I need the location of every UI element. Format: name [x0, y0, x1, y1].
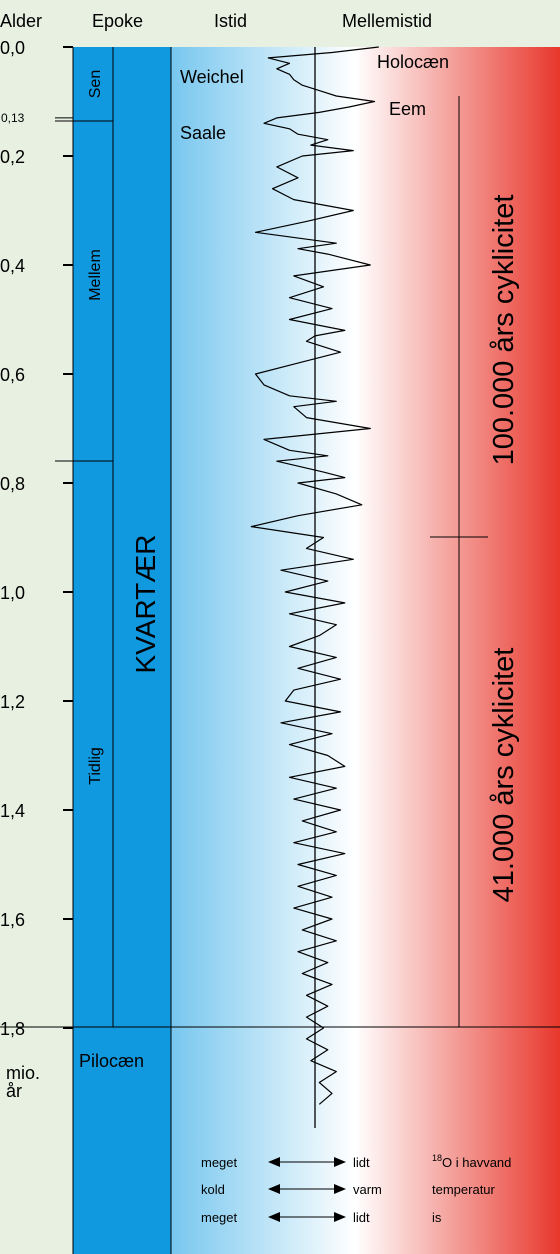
header-epoch: Epoke: [92, 11, 143, 31]
age-tick-label: 1,0: [0, 583, 25, 603]
age-tick-label: 0,13: [1, 111, 25, 125]
legend-desc-2: temperatur: [432, 1182, 496, 1197]
left-arrowhead-icon: [268, 1184, 280, 1194]
age-tick-label: 0,6: [0, 365, 25, 385]
age-tick-label: 0,2: [0, 147, 25, 167]
stage-weichel: Weichel: [180, 67, 244, 87]
stage-saale: Saale: [180, 123, 226, 143]
right-arrowhead-icon: [334, 1212, 346, 1222]
header-glacial: Istid: [214, 11, 247, 31]
stage-eem: Eem: [389, 99, 426, 119]
age-tick-label: 1,8: [0, 1019, 25, 1039]
legend-left-1: meget: [201, 1155, 238, 1170]
legend-desc-3: is: [432, 1210, 442, 1225]
age-tick-label: 0,4: [0, 256, 25, 276]
subepoch-sen: Sen: [87, 70, 104, 98]
right-arrowhead-icon: [334, 1184, 346, 1194]
age-tick-label: 0,8: [0, 474, 25, 494]
age-unit-line1: mio.: [6, 1063, 40, 1083]
left-arrowhead-icon: [268, 1157, 280, 1167]
age-ticks: 0,0 0,13 0,2 0,4 0,6 0,8 1,0 1,2 1,4 1,6 1,8: [0, 38, 73, 1039]
legend-right-2: varm: [353, 1182, 382, 1197]
legend-arrow-3: [268, 1212, 346, 1222]
legend-right-1: lidt: [353, 1155, 370, 1170]
isotope-curve: [250, 46, 379, 1105]
age-tick-label: 1,6: [0, 910, 25, 930]
header-interglacial: Mellemistid: [342, 11, 432, 31]
age-tick-label: 1,4: [0, 801, 25, 821]
period-kvartaer: KVARTÆR: [130, 535, 161, 674]
age-tick-label: 1,2: [0, 692, 25, 712]
subepoch-tidlig: Tidlig: [87, 747, 104, 785]
legend-left-3: meget: [201, 1210, 238, 1225]
legend-left-2: kold: [201, 1182, 225, 1197]
legend-arrow-1: [268, 1157, 346, 1167]
pliocene-label: Pilocæn: [79, 1051, 144, 1071]
cycle-label-41k: 41.000 års cyklicitet: [488, 648, 520, 903]
legend-desc-1: 18O i havvand: [432, 1153, 511, 1170]
subepoch-mellem: Mellem: [87, 249, 104, 301]
cycle-label-100k: 100.000 års cyklicitet: [488, 195, 520, 466]
header-age: Alder: [0, 11, 42, 31]
epoch-band: [73, 47, 171, 1254]
legend: meget kold meget lidt varm lidt 18O i: [201, 1153, 511, 1225]
legend-superscript: 18: [432, 1153, 442, 1163]
legend-right-3: lidt: [353, 1210, 370, 1225]
stage-holocene: Holocæn: [377, 52, 449, 72]
age-unit-line2: år: [6, 1081, 22, 1101]
age-tick-label: 0,0: [0, 38, 25, 58]
legend-arrow-2: [268, 1184, 346, 1194]
left-arrowhead-icon: [268, 1212, 280, 1222]
right-arrowhead-icon: [334, 1157, 346, 1167]
legend-desc-1-text: O i havvand: [442, 1155, 511, 1170]
